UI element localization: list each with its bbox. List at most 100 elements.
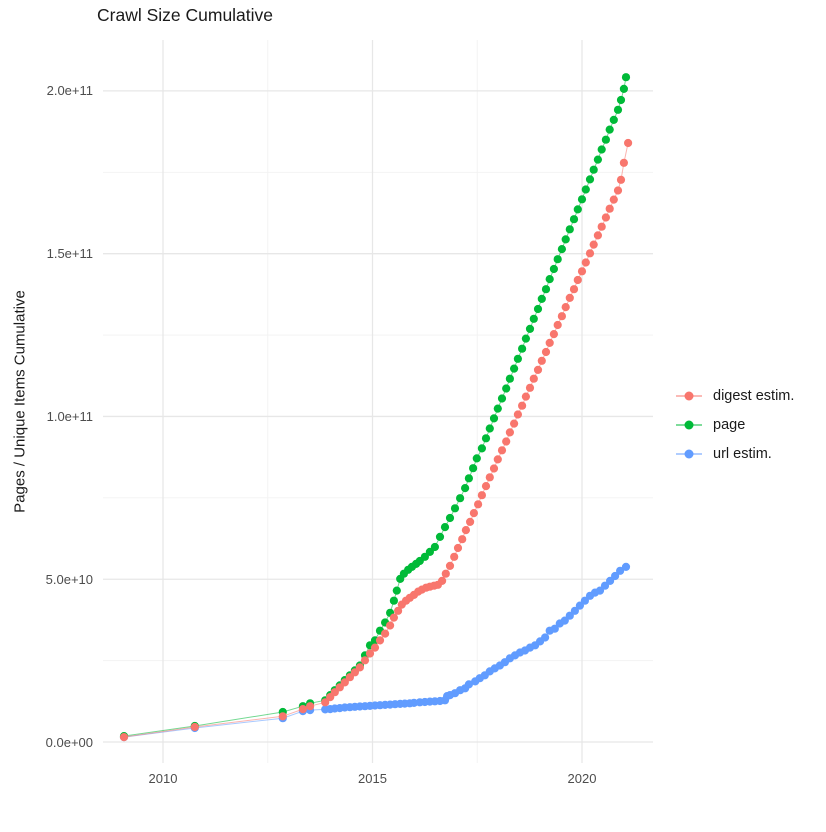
data-point: [525, 324, 535, 333]
data-point: [481, 482, 491, 491]
legend-key-icon: [676, 447, 702, 461]
data-point: [573, 205, 582, 214]
legend-key-icon: [676, 418, 702, 432]
data-point: [306, 702, 315, 711]
data-point: [456, 494, 465, 503]
data-point: [513, 410, 523, 419]
data-point: [435, 532, 445, 542]
data-point: [497, 446, 507, 455]
data-point: [561, 235, 570, 244]
data-point: [553, 320, 562, 330]
series-line: [123, 566, 627, 738]
data-point: [445, 513, 455, 523]
data-point: [549, 330, 559, 339]
data-point: [518, 401, 527, 410]
data-point: [425, 547, 434, 557]
data-point: [533, 365, 543, 374]
data-point: [575, 601, 585, 610]
series-page: [119, 73, 631, 741]
data-point: [381, 629, 390, 638]
y-axis-title: Pages / Unique Items Cumulative: [11, 290, 29, 513]
data-point: [502, 384, 511, 393]
data-point: [619, 84, 629, 93]
data-point: [438, 576, 447, 586]
data-point: [469, 508, 478, 518]
data-point: [497, 394, 507, 403]
data-point: [389, 596, 398, 605]
data-point: [340, 678, 349, 687]
data-point: [595, 586, 605, 595]
chart-title: Crawl Size Cumulative: [97, 5, 274, 25]
data-point: [609, 115, 618, 124]
data-point: [505, 374, 514, 383]
data-point: [541, 633, 550, 642]
data-point: [529, 374, 538, 383]
data-point: [616, 175, 626, 184]
legend-label: url estim.: [713, 445, 772, 462]
legend-key-icon: [676, 389, 702, 403]
data-point: [485, 424, 494, 433]
data-point: [565, 611, 574, 620]
data-point: [461, 526, 470, 535]
y-tick-label: 2.0e+11: [46, 83, 93, 99]
data-point: [474, 500, 483, 509]
data-point: [569, 215, 579, 224]
data-point: [585, 249, 595, 258]
data-point: [445, 561, 455, 571]
data-point: [565, 225, 574, 234]
data-point: [605, 125, 614, 134]
data-point: [477, 491, 486, 500]
data-point: [386, 621, 395, 630]
data-point: [518, 344, 527, 353]
data-point: [589, 240, 598, 249]
data-point: [119, 733, 129, 742]
data-point: [533, 304, 543, 314]
y-tick-label: 1.5e+11: [46, 246, 93, 262]
data-point: [545, 338, 554, 347]
y-tick-label: 0.0e+00: [45, 734, 93, 750]
data-point: [278, 712, 287, 721]
data-point: [609, 195, 618, 204]
data-point: [593, 231, 603, 240]
data-point: [472, 454, 481, 463]
data-point: [597, 145, 606, 154]
data-point: [509, 364, 519, 373]
data-point: [392, 586, 401, 595]
data-point: [389, 613, 398, 622]
data-point: [573, 275, 582, 285]
data-point: [298, 705, 307, 714]
data-point: [613, 105, 623, 114]
data-point: [549, 264, 559, 274]
x-tick-label: 2015: [358, 771, 387, 786]
data-point: [190, 722, 199, 732]
data-point: [553, 255, 562, 264]
data-point: [581, 258, 590, 267]
data-point: [502, 437, 511, 446]
data-point: [370, 643, 380, 652]
data-point: [509, 419, 519, 428]
data-point: [485, 473, 494, 482]
data-point: [600, 581, 610, 590]
data-point: [420, 552, 429, 561]
data-point: [493, 404, 502, 413]
data-point: [489, 464, 499, 473]
y-tick-label: 1.0e+11: [46, 408, 93, 424]
data-point: [453, 543, 463, 553]
data-point: [355, 663, 364, 672]
data-point: [365, 649, 375, 658]
data-point: [565, 293, 574, 302]
data-point: [597, 222, 606, 231]
legend-entry: digest estim.: [676, 381, 794, 410]
x-tick-label: 2010: [148, 771, 178, 786]
data-point: [345, 673, 354, 682]
data-point: [394, 606, 403, 615]
data-point: [466, 517, 475, 527]
data-point: [458, 535, 467, 544]
data-point: [464, 680, 473, 689]
x-tick-label: 2020: [567, 771, 597, 786]
data-point: [621, 562, 631, 572]
data-point: [335, 683, 344, 692]
data-point: [616, 95, 626, 105]
